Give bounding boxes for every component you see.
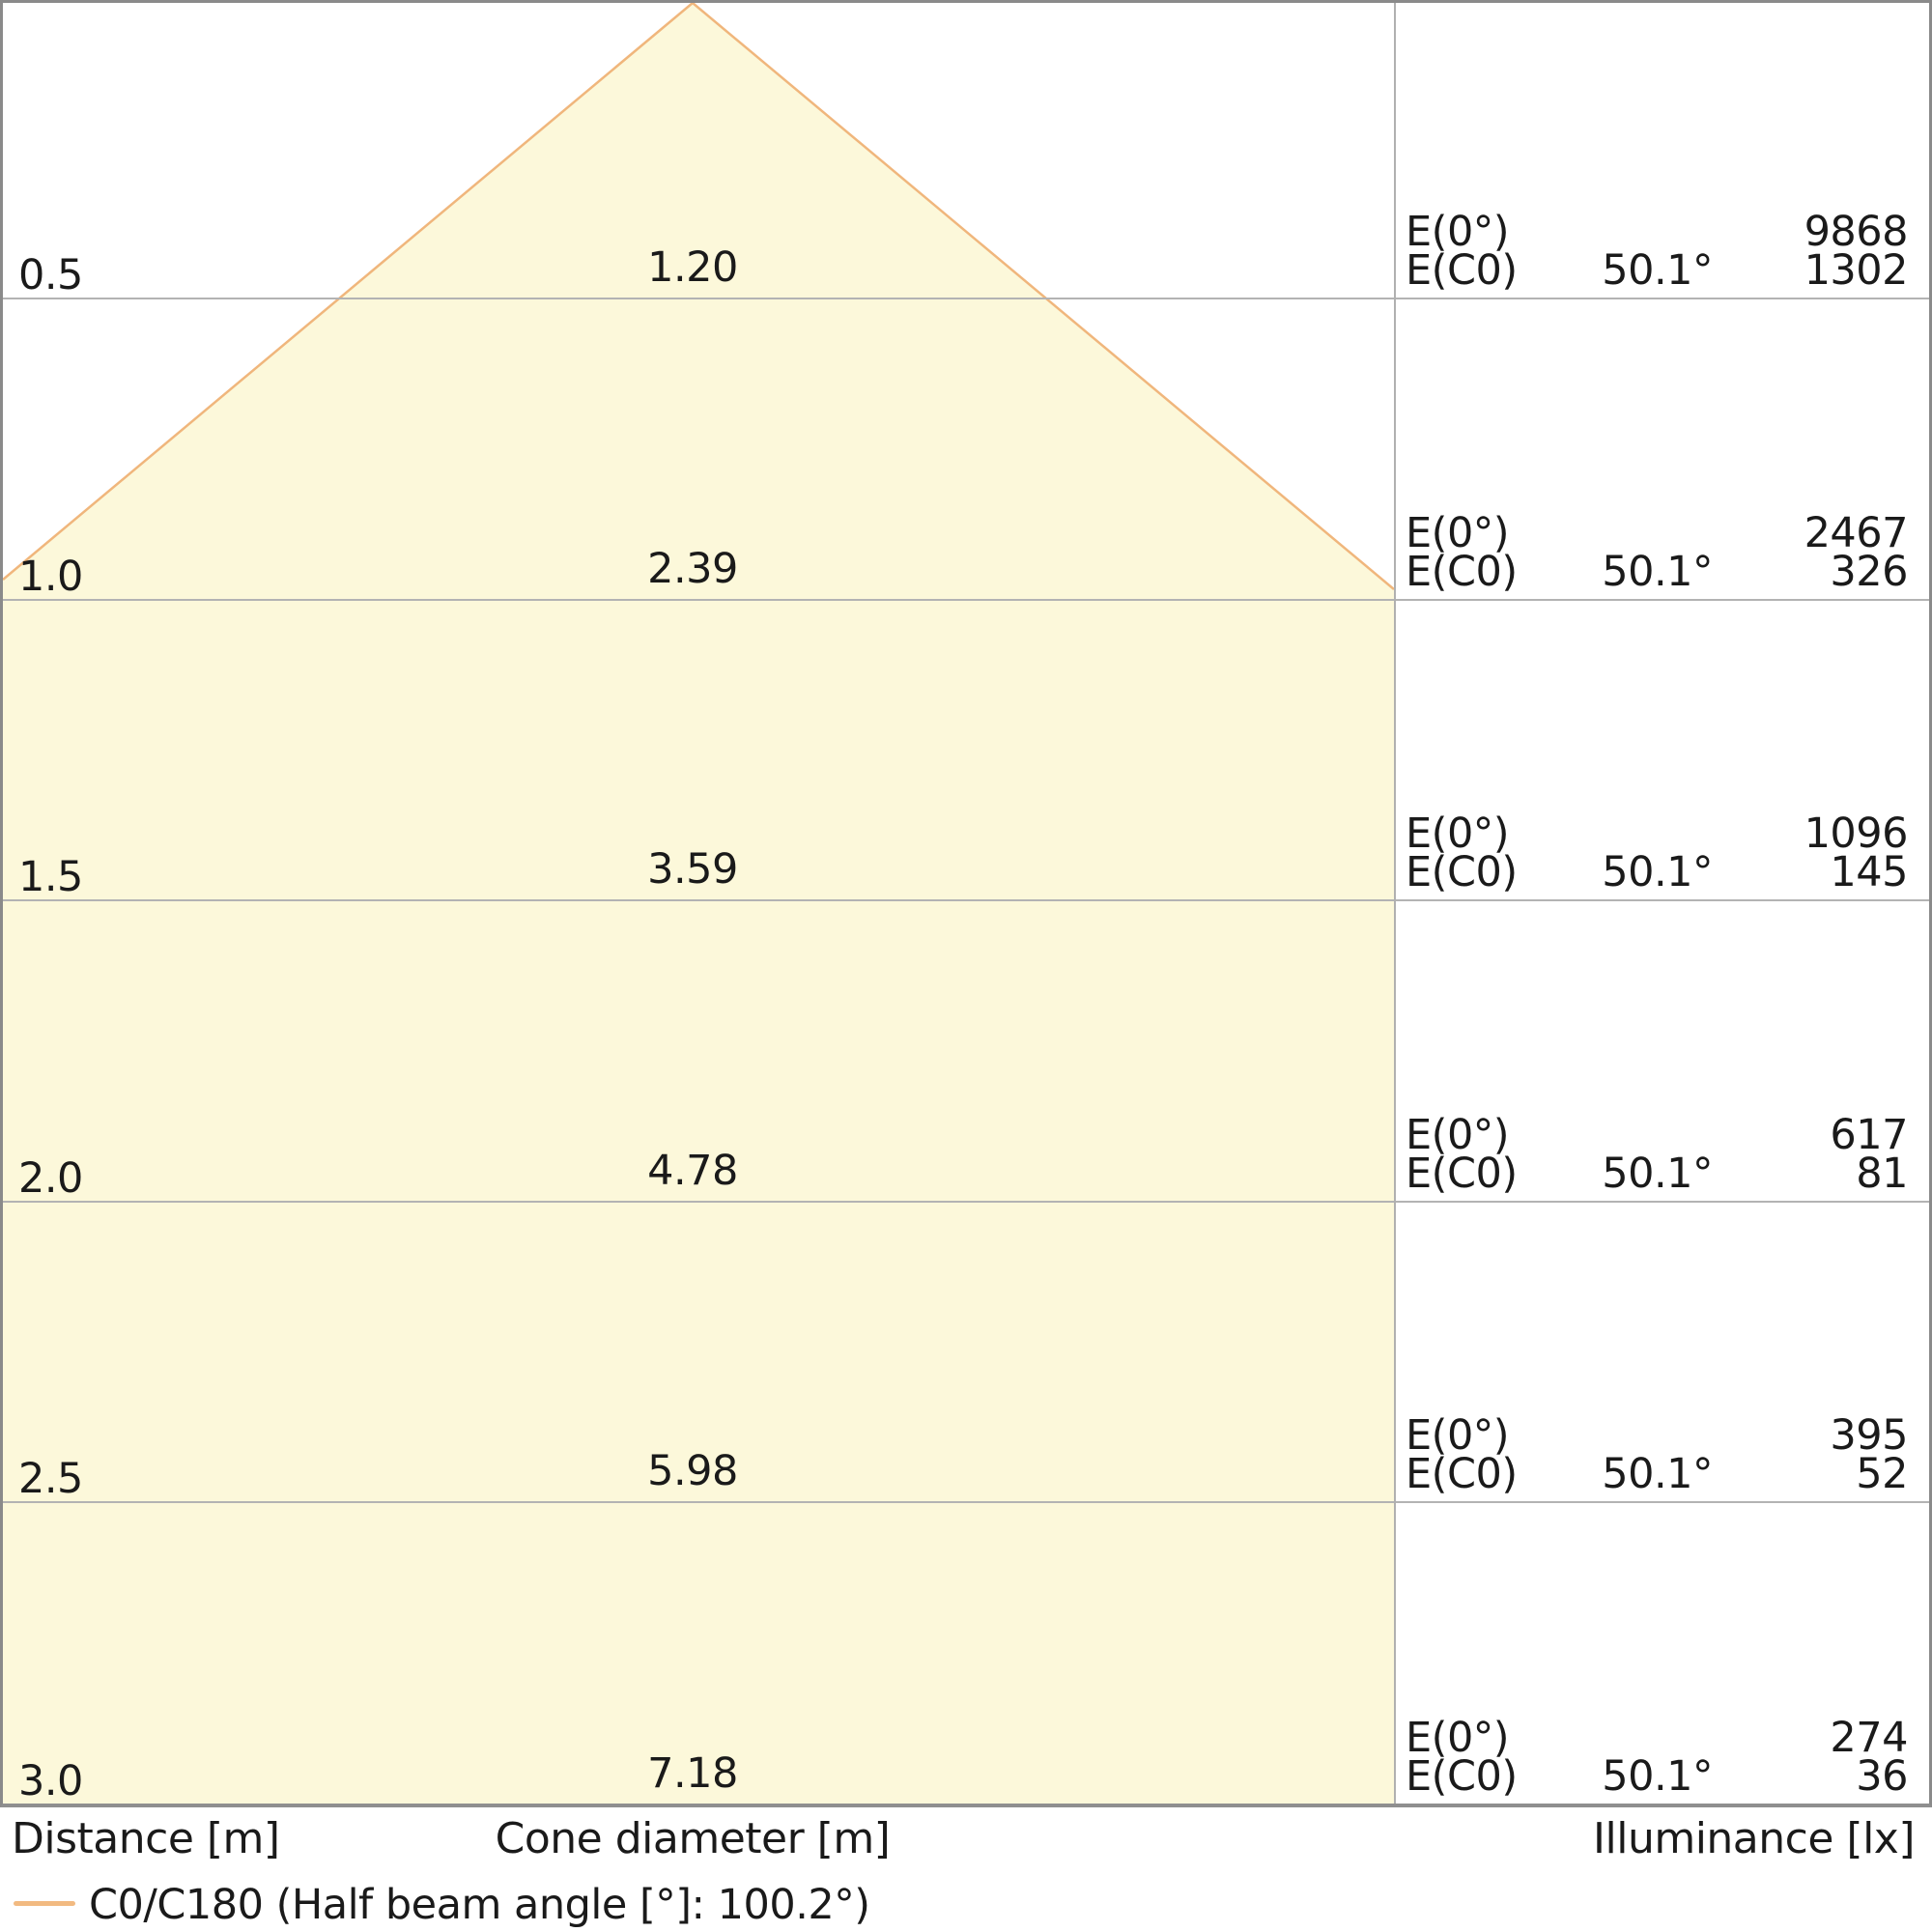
e0-label: E(0°) (1406, 1411, 1510, 1460)
e0-label: E(0°) (1406, 1111, 1510, 1159)
legend-line-swatch (14, 1901, 75, 1906)
illuminance-ec0-line: E(C0) 50.1° 326 (1406, 548, 1909, 596)
illuminance-e0-line: E(0°) 274 (1406, 1714, 1909, 1762)
e0-value: 9868 (1804, 208, 1909, 256)
distance-label: 3.0 (18, 1757, 83, 1805)
distance-axis-title: Distance [m] (12, 1814, 280, 1863)
illuminance-ec0-line: E(C0) 50.1° 81 (1406, 1150, 1909, 1198)
ec0-value: 326 (1830, 548, 1908, 596)
illuminance-ec0-line: E(C0) 50.1° 145 (1406, 848, 1909, 896)
distance-label: 2.0 (18, 1154, 83, 1203)
diagram-area: 0.5 1.20 E(0°) 9868 E(C0) 50.1° 1302 1.0… (0, 0, 1932, 1807)
ec0-value: 145 (1830, 848, 1908, 896)
gridline-0-5m (3, 298, 1929, 299)
gridline-2-0m (3, 1201, 1929, 1203)
ec0-angle: 50.1° (1602, 548, 1713, 596)
e0-label: E(0°) (1406, 509, 1510, 557)
gridline-2-5m (3, 1501, 1929, 1503)
gridline-1-0m (3, 599, 1929, 601)
e0-value: 2467 (1804, 509, 1909, 557)
gridline-1-5m (3, 899, 1929, 901)
illuminance-ec0-line: E(C0) 50.1° 52 (1406, 1450, 1909, 1498)
illuminance-axis-title: Illuminance [lx] (1593, 1814, 1915, 1863)
ec0-angle: 50.1° (1602, 1752, 1713, 1801)
ec0-angle: 50.1° (1602, 1450, 1713, 1498)
illuminance-e0-line: E(0°) 1096 (1406, 810, 1909, 858)
e0-value: 395 (1830, 1411, 1908, 1460)
ec0-angle: 50.1° (1602, 246, 1713, 295)
ec0-value: 36 (1856, 1752, 1908, 1801)
cone-diameter-label: 1.20 (647, 243, 738, 292)
ec0-label: E(C0) (1406, 848, 1518, 896)
cone-diameter-axis-title: Cone diameter [m] (495, 1814, 891, 1863)
e0-label: E(0°) (1406, 208, 1510, 256)
distance-label: 2.5 (18, 1455, 83, 1503)
illuminance-ec0-line: E(C0) 50.1° 36 (1406, 1752, 1909, 1801)
cone-diameter-label: 4.78 (647, 1147, 738, 1195)
ec0-label: E(C0) (1406, 1752, 1518, 1801)
ec0-value: 1302 (1804, 246, 1909, 295)
ec0-value: 52 (1856, 1450, 1908, 1498)
cone-diameter-label: 5.98 (647, 1447, 738, 1495)
cone-diameter-label: 7.18 (647, 1749, 738, 1798)
cone-diameter-label: 3.59 (647, 845, 738, 894)
ec0-label: E(C0) (1406, 548, 1518, 596)
ec0-value: 81 (1856, 1150, 1908, 1198)
e0-value: 274 (1830, 1714, 1908, 1762)
e0-label: E(0°) (1406, 810, 1510, 858)
ec0-angle: 50.1° (1602, 848, 1713, 896)
ec0-label: E(C0) (1406, 1450, 1518, 1498)
illuminance-e0-line: E(0°) 9868 (1406, 208, 1909, 256)
ec0-label: E(C0) (1406, 246, 1518, 295)
e0-value: 617 (1830, 1111, 1908, 1159)
distance-label: 1.0 (18, 553, 83, 601)
distance-label: 1.5 (18, 853, 83, 901)
e0-label: E(0°) (1406, 1714, 1510, 1762)
illuminance-e0-line: E(0°) 617 (1406, 1111, 1909, 1159)
illuminance-e0-line: E(0°) 2467 (1406, 509, 1909, 557)
ec0-angle: 50.1° (1602, 1150, 1713, 1198)
illuminance-e0-line: E(0°) 395 (1406, 1411, 1909, 1460)
ec0-label: E(C0) (1406, 1150, 1518, 1198)
panel-divider-line (1394, 3, 1396, 1804)
legend-label: C0/C180 (Half beam angle [°]: 100.2°) (89, 1881, 870, 1929)
illuminance-ec0-line: E(C0) 50.1° 1302 (1406, 246, 1909, 295)
light-cone-shape (3, 3, 1394, 1804)
distance-label: 0.5 (18, 251, 83, 299)
cone-diameter-label: 2.39 (647, 545, 738, 593)
e0-value: 1096 (1804, 810, 1909, 858)
